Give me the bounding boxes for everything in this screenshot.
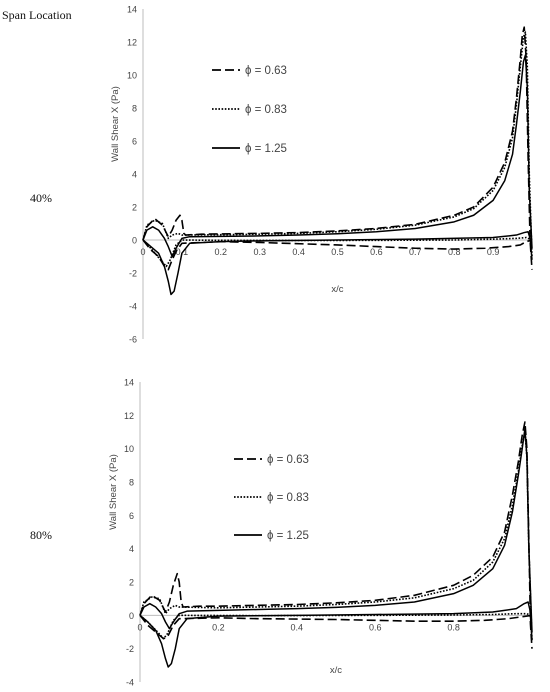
chart1-y-tick-label: 14 [124,378,134,388]
chart0-y-tick-label: -4 [129,302,137,312]
chart0-x-tick-label: 0 [140,247,145,257]
chart1-x-tick-label: 0.8 [447,622,460,632]
chart1-y-tick-label: 4 [129,544,134,554]
chart1-y-tick-label: -4 [126,678,134,688]
chart1-x-tick-label: 0 [137,622,142,632]
chart1-series-line-dashed-lower [139,614,533,640]
wall-shear-chart-80: -4 -2 0 2 4 6 8 10 12 14 0 0.2 0.4 0.6 0.8 x/c Wall Shea… [108,378,533,688]
chart1-y-tick-label: 0 [129,611,134,621]
chart0-y-tick-label: 12 [127,38,137,48]
chart1-y-tick-label: 12 [124,411,134,421]
chart0-legend-label-dashed: ϕ = 0.63 [245,65,287,77]
span-location-heading: Span Location [2,8,72,22]
chart0-series-line-solid-lower [142,231,533,296]
chart1-y-tick-label: 2 [129,578,134,588]
chart1-x-tick-label: 0.2 [212,622,225,632]
chart1-y-tick-label: -2 [126,644,134,654]
chart1-x-tick-label: 0.4 [291,622,304,632]
chart1-x-axis-title: x/c [330,665,342,676]
chart0-x-tick-label: 0.9 [487,247,500,257]
chart0-series-line-dashed-upper [142,26,533,270]
chart1-legend-label-dotted: ϕ = 0.83 [267,492,309,504]
chart1-y-tick-label: 10 [124,444,134,454]
chart1-series-line-dotted-upper [139,431,533,641]
chart0-x-axis-title: x/c [331,284,343,295]
chart0-x-tick-label: 0.5 [331,247,344,257]
chart0-x-tick-label: 0.6 [370,247,383,257]
chart1-series-line-dotted-lower [139,612,533,640]
chart0-x-tick-label: 0.8 [448,247,461,257]
chart0-y-tick-label: 8 [132,104,137,114]
chart0-y-axis-title: Wall Shear X (Pa) [110,86,121,162]
chart0-x-tick-label: 0.7 [409,247,422,257]
chart1-series-line-solid-lower [139,601,533,668]
chart0-series-line-solid-upper [142,54,533,258]
chart0-series-dotted [142,31,533,268]
chart0-y-tick-label: -6 [129,335,137,345]
chart1-y-tick-label: 8 [129,478,134,488]
chart0-y-tick-label: -2 [129,269,137,279]
chart1-y-axis-title: Wall Shear X (Pa) [108,454,119,530]
chart1-legend-label-solid: ϕ = 1.25 [267,530,309,542]
chart0-y-tick-label: 4 [132,170,137,180]
chart0-series-line-dotted-upper [142,31,533,257]
chart0-y-tick-label: 14 [127,5,137,15]
chart1-x-tick-label: 0.6 [369,622,382,632]
chart0-x-tick-label: 0.2 [215,247,228,257]
chart1-series-solid [139,427,533,668]
chart1-legend-label-dashed: ϕ = 0.63 [267,454,309,466]
chart1-y-tick-label: 6 [129,511,134,521]
chart0-legend-label-solid: ϕ = 1.25 [245,143,287,155]
chart1-series-line-dashed-upper [139,421,533,649]
span-label-80: 80% [30,528,52,542]
chart0-y-tick-label: 0 [132,236,137,246]
chart0-series-solid [142,54,533,296]
chart0-legend-label-dotted: ϕ = 0.83 [245,104,287,116]
chart1-series-line-solid-upper [139,427,533,633]
chart0-y-tick-label: 6 [132,137,137,147]
chart1-series-dotted [139,431,533,641]
chart0-x-tick-label: 0.4 [292,247,305,257]
chart0-y-tick-label: 10 [127,71,137,81]
chart0-x-tick-label: 0.3 [253,247,266,257]
chart0-y-tick-label: 2 [132,203,137,213]
span-label-40: 40% [30,191,52,205]
